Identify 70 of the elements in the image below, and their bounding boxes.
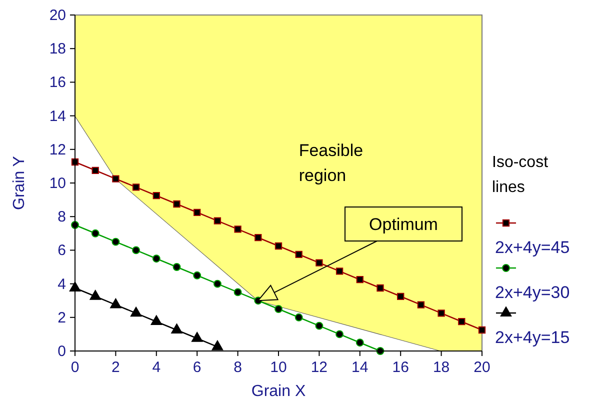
x-tick-label: 8 xyxy=(234,359,242,376)
point xyxy=(152,254,160,263)
y-axis-title: Grain Y xyxy=(11,156,28,210)
point xyxy=(110,298,122,308)
point xyxy=(295,250,302,258)
x-axis-title: Grain X xyxy=(251,383,306,400)
y-tick-label: 18 xyxy=(49,40,66,58)
point xyxy=(458,318,466,326)
legend-label: 2x+4y=15 xyxy=(495,328,570,347)
point xyxy=(214,217,222,224)
y-tick-label: 20 xyxy=(49,7,66,24)
y-tick-label: 10 xyxy=(49,175,66,192)
point xyxy=(234,288,242,296)
y-tick-label: 14 xyxy=(49,108,66,125)
point xyxy=(294,313,303,322)
x-tick-label: 2 xyxy=(112,359,120,376)
x-tick-label: 12 xyxy=(310,359,328,376)
y-tick-label: 2 xyxy=(58,309,66,326)
x-tick-label: 10 xyxy=(270,359,287,376)
point xyxy=(438,310,445,317)
x-tick-label: 18 xyxy=(432,359,450,376)
point xyxy=(90,290,101,300)
point xyxy=(417,301,425,308)
point xyxy=(152,192,160,200)
point xyxy=(274,305,282,313)
point xyxy=(91,229,100,238)
legend-title: Iso-cost lines xyxy=(492,154,549,196)
x-tick-label: 0 xyxy=(70,359,80,376)
y-tick-label: 12 xyxy=(49,141,66,158)
point xyxy=(316,259,323,266)
point xyxy=(213,280,222,288)
y-tick-label: 8 xyxy=(58,208,66,226)
annotation: Optimum xyxy=(369,215,438,234)
point xyxy=(193,271,202,280)
y-tick-label: 6 xyxy=(58,242,66,260)
x-tick-label: 4 xyxy=(152,359,161,376)
legend-label: 2x+4y=30 xyxy=(495,283,570,302)
x-tick-label: 16 xyxy=(392,359,409,376)
point xyxy=(478,326,486,334)
point xyxy=(171,324,182,334)
point xyxy=(376,284,384,292)
point xyxy=(150,315,162,326)
point xyxy=(132,246,140,254)
point xyxy=(356,276,364,284)
y-tick-label: 0 xyxy=(58,343,66,360)
point xyxy=(336,330,344,338)
point xyxy=(397,292,404,300)
y-tick-label: 4 xyxy=(58,276,66,293)
point xyxy=(132,184,140,191)
point xyxy=(356,338,364,347)
point xyxy=(192,332,203,342)
point xyxy=(212,340,224,350)
x-tick-label: 14 xyxy=(352,359,368,376)
point xyxy=(92,166,99,174)
point xyxy=(315,322,324,330)
point xyxy=(336,268,344,275)
point xyxy=(112,238,120,246)
point xyxy=(194,208,201,216)
point xyxy=(130,306,142,317)
point xyxy=(254,234,262,242)
x-tick-label: 20 xyxy=(474,359,490,376)
y-tick-label: 16 xyxy=(49,74,66,92)
point xyxy=(274,242,282,250)
point xyxy=(172,263,181,271)
point xyxy=(173,200,180,208)
annotation: Feasible region xyxy=(298,141,364,186)
point xyxy=(112,175,120,182)
point xyxy=(234,226,242,233)
legend-label: 2x+4y=45 xyxy=(495,238,570,257)
x-tick-label: 6 xyxy=(192,359,202,376)
